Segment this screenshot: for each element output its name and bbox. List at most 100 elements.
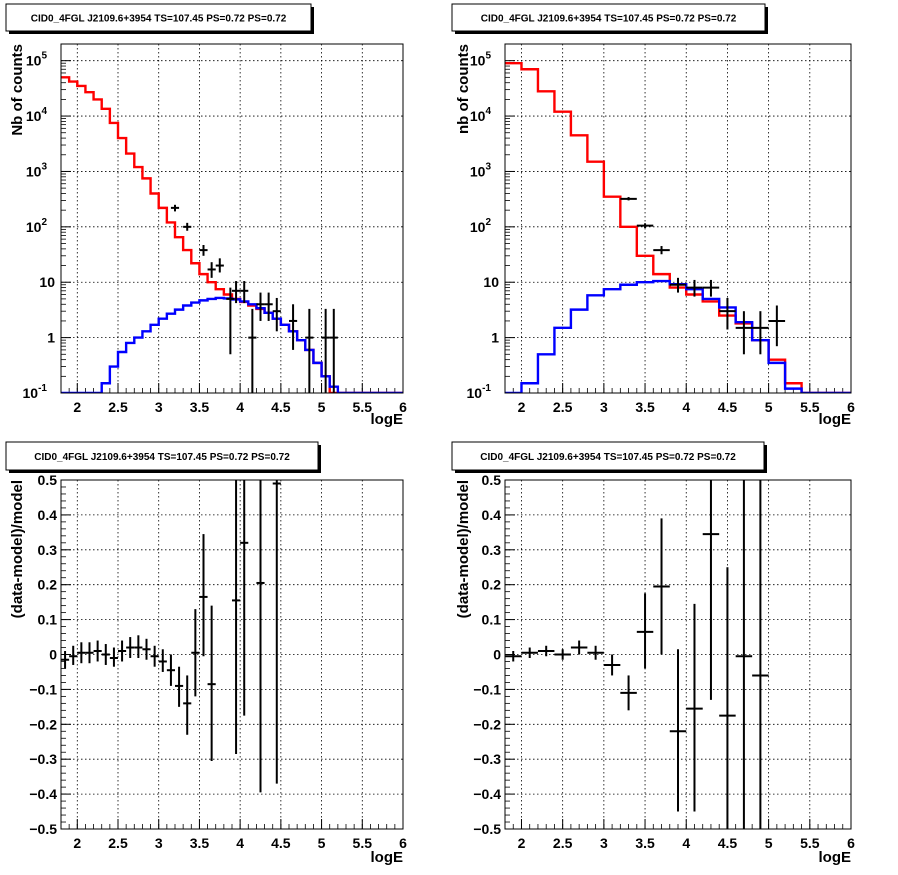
x-tick-label: 6 <box>399 835 407 851</box>
x-tick-label: 3 <box>600 399 608 415</box>
x-tick-label: 3.5 <box>190 399 210 415</box>
plot-frame <box>60 43 404 394</box>
x-tick-label: 5.5 <box>353 835 373 851</box>
x-tick-label: 6 <box>399 399 407 415</box>
y-tick-label: 10 <box>483 274 499 290</box>
panel-counts-right: 2 2.5 3 3.5 4 4.5 5 5.5 6 10-1 1 10 102 103 104 105 logE… <box>451 3 855 428</box>
x-tick-label: 5 <box>318 835 326 851</box>
y-tick-label: 102 <box>470 217 492 235</box>
x-axis-label: logE <box>371 849 404 866</box>
chart-title: CID0_4FGL J2109.6+3954 TS=107.45 PS=0.72… <box>34 452 290 463</box>
x-tick-label: 5.5 <box>800 835 820 851</box>
y-tick-label: 105 <box>26 51 48 69</box>
y-tick-label: 0.1 <box>482 612 502 628</box>
y-tick-label: −0.3 <box>473 751 501 767</box>
y-tick-label: 10-1 <box>467 383 492 401</box>
x-tick-label: 3.5 <box>635 399 655 415</box>
data-layer <box>61 76 403 393</box>
x-tick-label: 4.5 <box>718 835 738 851</box>
chart-title: CID0_4FGL J2109.6+3954 TS=107.45 PS=0.72… <box>480 452 736 463</box>
y-tick-label: 10 <box>39 274 55 290</box>
y-tick-label: −0.1 <box>29 681 57 697</box>
plot-area <box>61 480 403 829</box>
x-tick-label: 4 <box>236 835 244 851</box>
title-box <box>451 3 766 32</box>
chart-title: CID0_4FGL J2109.6+3954 TS=107.45 PS=0.72… <box>481 14 737 25</box>
y-tick-label: 0.1 <box>38 612 58 628</box>
panel-residuals-right: 2 2.5 3 3.5 4 4.5 5 5.5 6 −0.5 −0.4 −0.3 −0.2 −0.1 0 0.… <box>451 441 855 866</box>
y-tick-label: −0.3 <box>29 751 57 767</box>
y-axis-label: (data-model)/model <box>9 480 26 618</box>
y-tick-label: 104 <box>26 106 48 124</box>
y-tick-label: −0.5 <box>29 821 57 837</box>
panel-counts-left: 2 2.5 3 3.5 4 4.5 5 5.5 6 10-1 1 10 102 103 104 105 logE… <box>5 3 407 428</box>
x-tick-label: 4.5 <box>271 835 291 851</box>
x-tick-label: 2.5 <box>553 835 573 851</box>
x-tick-label: 3 <box>155 399 163 415</box>
y-axis-label: (data-model)/model <box>455 480 472 618</box>
x-tick-label: 2 <box>73 835 81 851</box>
series-source-model-line <box>505 279 851 393</box>
x-tick-label: 5 <box>765 835 773 851</box>
y-tick-label: 103 <box>26 161 48 179</box>
x-tick-label: 3.5 <box>635 835 655 851</box>
plot-frame <box>504 43 852 394</box>
panel-residuals-left: 2 2.5 3 3.5 4 4.5 5 5.5 6 −0.5 −0.4 −0.3 −0.2 −0.1 0 0.… <box>5 441 407 866</box>
x-tick-label: 3 <box>155 835 163 851</box>
x-tick-label: 5 <box>765 399 773 415</box>
y-tick-label: −0.2 <box>29 716 57 732</box>
y-tick-label: 104 <box>470 106 492 124</box>
y-tick-label: −0.4 <box>473 786 501 802</box>
x-tick-label: 4 <box>236 399 244 415</box>
y-tick-label: 1 <box>491 330 499 346</box>
x-axis-label: logE <box>819 411 852 428</box>
y-tick-label: −0.1 <box>473 681 501 697</box>
plot-frame <box>504 479 852 830</box>
y-tick-label: 0.4 <box>482 507 502 523</box>
y-tick-label: 0.2 <box>38 577 58 593</box>
y-tick-label: 1 <box>47 330 55 346</box>
x-tick-label: 4 <box>682 399 690 415</box>
x-axis-label: logE <box>819 849 852 866</box>
y-tick-label: 0.5 <box>38 472 58 488</box>
x-tick-label: 3.5 <box>190 835 210 851</box>
x-tick-label: 4.5 <box>271 399 291 415</box>
x-tick-label: 2.5 <box>108 835 128 851</box>
x-tick-label: 2.5 <box>108 399 128 415</box>
x-tick-label: 5.5 <box>353 399 373 415</box>
plot-frame <box>60 479 404 830</box>
y-tick-label: 103 <box>470 161 492 179</box>
data-layer <box>505 62 851 393</box>
y-tick-label: 0.4 <box>38 507 58 523</box>
title-box <box>5 3 312 32</box>
y-tick-label: 0.3 <box>482 542 502 558</box>
y-tick-label: 10-1 <box>23 383 48 401</box>
x-tick-label: 5 <box>318 399 326 415</box>
data-layer <box>61 480 281 793</box>
chart-title: CID0_4FGL J2109.6+3954 TS=107.45 PS=0.72… <box>31 14 287 25</box>
y-axis-label: Nb of counts <box>9 44 26 136</box>
plot-area <box>61 44 403 393</box>
x-tick-label: 6 <box>847 399 855 415</box>
y-tick-label: 0 <box>493 647 501 663</box>
y-tick-label: −0.4 <box>29 786 57 802</box>
y-tick-label: 105 <box>470 51 492 69</box>
x-tick-label: 2 <box>73 399 81 415</box>
x-tick-label: 6 <box>847 835 855 851</box>
y-tick-label: 0.2 <box>482 577 502 593</box>
y-axis-label: nb of counts <box>455 44 472 134</box>
y-tick-label: −0.5 <box>473 821 501 837</box>
y-tick-label: 0.5 <box>482 472 502 488</box>
x-tick-label: 2 <box>518 399 526 415</box>
title-box <box>451 441 765 471</box>
x-tick-label: 2.5 <box>553 399 573 415</box>
x-axis-label: logE <box>371 411 404 428</box>
x-tick-label: 3 <box>600 835 608 851</box>
y-tick-label: −0.2 <box>473 716 501 732</box>
data-layer <box>505 480 769 829</box>
x-tick-label: 2 <box>518 835 526 851</box>
y-tick-label: 0.3 <box>38 542 58 558</box>
title-box <box>5 441 319 471</box>
x-tick-label: 4 <box>682 835 690 851</box>
